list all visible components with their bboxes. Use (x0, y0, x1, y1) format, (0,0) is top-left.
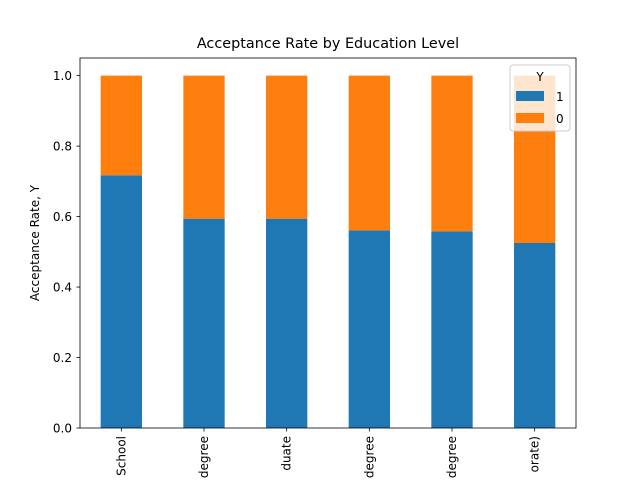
x-tick-label-0: School (114, 436, 128, 476)
bar-series-0-2 (266, 75, 308, 219)
y-tick-label-1: 0.2 (53, 351, 72, 365)
y-tick-label-4: 0.8 (53, 140, 72, 154)
legend: Y1 0 (509, 64, 571, 132)
bar-series-0-4 (431, 75, 473, 232)
legend-title: Y (535, 70, 544, 84)
legend-label-0: 0 (556, 112, 564, 126)
plot-frame (79, 57, 577, 429)
y-axis: 0.0 0.2 0.4 0.6 0.8 1.0 (53, 69, 80, 436)
y-tick-label-3: 0.6 (53, 210, 72, 224)
chart-title: Acceptance Rate by Education Level (197, 36, 459, 52)
y-tick-label-5: 1.0 (53, 69, 72, 83)
bar-series-1-1 (183, 218, 225, 428)
legend-swatch-1 (516, 91, 544, 101)
bar-series-0-0 (100, 75, 142, 176)
x-tick-label-1: degree (197, 436, 211, 478)
legend-swatch-0 (516, 113, 544, 123)
y-tick-label-2: 0.4 (53, 281, 72, 295)
bar-series-0-3 (348, 75, 390, 231)
x-tick-label-2: duate (280, 436, 294, 471)
x-axis: School degree duate degree degree orate) (114, 428, 542, 478)
bar-series-1-2 (266, 218, 308, 428)
bars-group (100, 75, 556, 428)
y-axis-label: Acceptance Rate, Y (28, 184, 42, 301)
y-tick-label-0: 0.0 (53, 422, 72, 436)
bar-series-1-5 (514, 243, 556, 428)
legend-label-1: 1 (556, 90, 564, 104)
bar-series-1-3 (348, 230, 390, 428)
bar-series-1-0 (100, 175, 142, 428)
x-tick-label-5: orate) (528, 436, 542, 472)
x-tick-label-3: degree (362, 436, 376, 478)
bar-series-0-1 (183, 75, 225, 219)
bar-series-1-4 (431, 231, 473, 428)
x-tick-label-4: degree (445, 436, 459, 478)
